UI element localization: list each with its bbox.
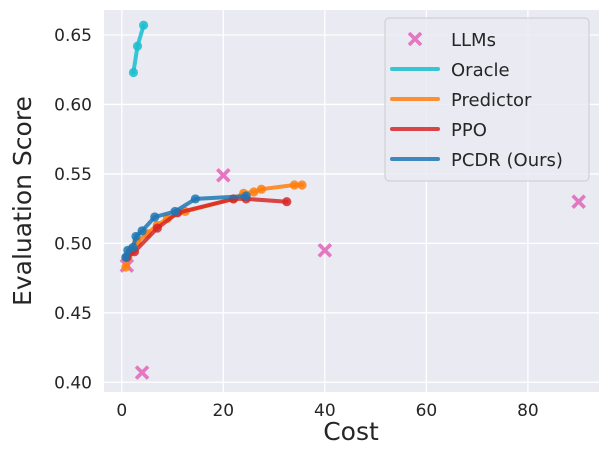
legend-box: [384, 17, 590, 182]
data-point-llms: [134, 365, 150, 380]
legend-marker-llms: [407, 31, 423, 47]
y-tick-label: 0.50: [54, 234, 92, 254]
y-tick-label: 0.40: [54, 373, 92, 393]
x-axis-title: Cost: [323, 417, 379, 446]
data-point-oracle: [128, 67, 139, 78]
x-tick-label: 20: [212, 401, 234, 421]
x-tick-label: 80: [517, 401, 539, 421]
series-pcdr-ours: [121, 191, 251, 262]
y-axis-title: Evaluation Score: [8, 96, 37, 306]
x-tick-label: 60: [416, 401, 438, 421]
series-oracle: [128, 20, 149, 78]
y-tick-label: 0.45: [54, 304, 92, 324]
legend-item-ppo: PPO: [390, 120, 487, 141]
data-point-ppo: [152, 223, 162, 233]
legend-label-llms: LLMs: [451, 30, 496, 51]
y-tick-label: 0.60: [54, 95, 92, 115]
series: [119, 20, 586, 380]
data-point-pcdr-ours: [190, 194, 200, 204]
x-axis-ticks: 0 20 40 60 80: [116, 401, 538, 421]
y-axis-ticks: 0.40 0.45 0.50 0.55 0.60 0.65: [54, 26, 92, 393]
x-tick-label: 0: [116, 401, 127, 421]
data-point-pcdr-ours: [150, 212, 160, 222]
data-point-llms: [571, 194, 586, 209]
data-point-predictor: [256, 184, 266, 194]
data-point-pcdr-ours: [121, 252, 131, 262]
legend-label-predictor: Predictor: [451, 90, 532, 111]
data-point-ppo: [282, 197, 292, 207]
legend-item-oracle: Oracle: [390, 60, 510, 81]
legend: LLMs Oracle Predictor PPO PCDR (Ours): [384, 17, 590, 182]
data-point-pcdr-ours: [131, 231, 141, 242]
data-point-predictor: [121, 262, 131, 272]
data-point-pcdr-ours: [137, 226, 147, 236]
legend-label-ppo: PPO: [451, 120, 487, 141]
data-point-oracle: [132, 41, 143, 51]
data-point-pcdr-ours: [241, 191, 251, 201]
data-point-predictor: [289, 180, 299, 190]
data-point-oracle: [139, 20, 149, 30]
legend-label-pcdr-ours: PCDR (Ours): [451, 150, 563, 171]
y-tick-label: 0.55: [54, 165, 92, 185]
legend-label-oracle: Oracle: [451, 60, 510, 81]
legend-item-llms: LLMs: [407, 30, 496, 51]
y-tick-label: 0.65: [54, 26, 92, 46]
legend-item-predictor: Predictor: [390, 90, 532, 111]
legend-item-pcdr-ours: PCDR (Ours): [390, 150, 563, 171]
data-point-llms: [317, 243, 333, 258]
data-point-predictor: [297, 180, 307, 190]
x-tick-label: 40: [314, 401, 336, 421]
data-point-llms: [216, 168, 231, 183]
data-point-pcdr-ours: [128, 242, 138, 253]
data-point-pcdr-ours: [170, 206, 180, 217]
data-point-predictor: [249, 187, 259, 197]
grid: [104, 10, 599, 392]
